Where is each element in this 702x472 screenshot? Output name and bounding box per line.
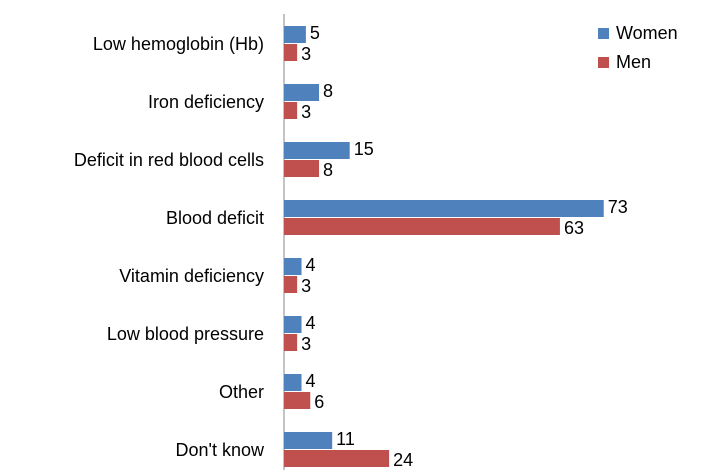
- value-label: 3: [301, 44, 311, 64]
- category-label: Blood deficit: [166, 208, 264, 228]
- bar: [284, 102, 298, 119]
- bar: [284, 258, 302, 275]
- bar: [284, 450, 390, 467]
- bar: [284, 142, 350, 159]
- value-label: 3: [301, 276, 311, 296]
- value-label: 15: [354, 139, 374, 159]
- bar: [284, 160, 320, 177]
- category-label: Low hemoglobin (Hb): [93, 34, 264, 54]
- category-label: Low blood pressure: [107, 324, 264, 344]
- bar: [284, 218, 560, 235]
- legend-swatch: [598, 57, 609, 68]
- bar: [284, 334, 298, 351]
- value-label: 73: [608, 197, 628, 217]
- category-label: Don't know: [176, 440, 265, 460]
- value-label: 24: [393, 450, 413, 470]
- value-label: 8: [323, 160, 333, 180]
- value-label: 4: [306, 371, 316, 391]
- bar: [284, 84, 320, 101]
- bar: [284, 200, 604, 217]
- value-label: 11: [336, 429, 355, 449]
- value-label: 63: [564, 218, 584, 238]
- value-label: 5: [310, 23, 320, 43]
- category-label: Iron deficiency: [148, 92, 264, 112]
- value-label: 8: [323, 81, 333, 101]
- bar: [284, 276, 298, 293]
- value-label: 4: [306, 255, 316, 275]
- category-label: Other: [219, 382, 264, 402]
- bar: [284, 392, 311, 409]
- legend-label: Women: [616, 23, 678, 43]
- bar: [284, 374, 302, 391]
- legend-swatch: [598, 28, 609, 39]
- value-label: 6: [314, 392, 324, 412]
- value-label: 4: [306, 313, 316, 333]
- legend-label: Men: [616, 52, 651, 72]
- bar: [284, 44, 298, 61]
- value-label: 3: [301, 334, 311, 354]
- bar: [284, 316, 302, 333]
- bar: [284, 26, 306, 43]
- category-label: Deficit in red blood cells: [74, 150, 264, 170]
- category-label: Vitamin deficiency: [119, 266, 264, 286]
- value-label: 3: [301, 102, 311, 122]
- bar: [284, 432, 333, 449]
